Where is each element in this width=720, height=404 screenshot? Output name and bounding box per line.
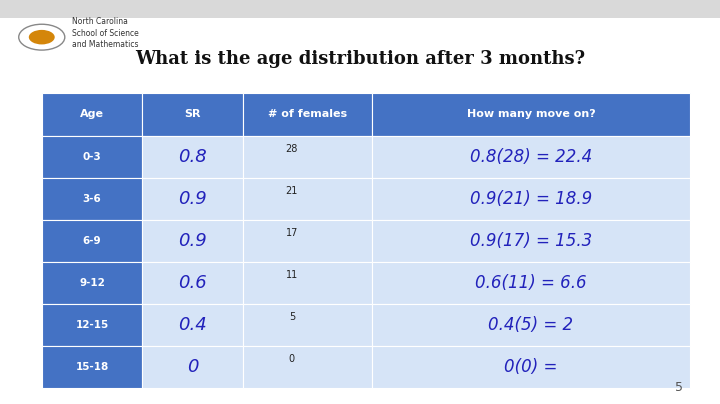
FancyBboxPatch shape — [142, 136, 243, 178]
FancyBboxPatch shape — [142, 304, 243, 346]
Text: 0.9: 0.9 — [178, 232, 207, 250]
Text: What is the age distribution after 3 months?: What is the age distribution after 3 mon… — [135, 50, 585, 67]
Text: 12-15: 12-15 — [76, 320, 109, 330]
FancyBboxPatch shape — [243, 346, 372, 388]
FancyBboxPatch shape — [142, 262, 243, 304]
Text: 5: 5 — [675, 381, 683, 394]
Text: 0.4: 0.4 — [178, 316, 207, 334]
FancyBboxPatch shape — [372, 346, 690, 388]
FancyBboxPatch shape — [372, 220, 690, 262]
FancyBboxPatch shape — [372, 178, 690, 220]
Text: 0.8(28) = 22.4: 0.8(28) = 22.4 — [470, 148, 592, 166]
Text: 15-18: 15-18 — [76, 362, 109, 372]
Text: 0.9(17) = 15.3: 0.9(17) = 15.3 — [470, 232, 592, 250]
Text: Age: Age — [80, 109, 104, 119]
FancyBboxPatch shape — [142, 178, 243, 220]
FancyBboxPatch shape — [243, 262, 372, 304]
Text: 17: 17 — [286, 228, 298, 238]
Text: 0.4(5) = 2: 0.4(5) = 2 — [488, 316, 574, 334]
FancyBboxPatch shape — [142, 346, 243, 388]
Text: 0.8: 0.8 — [178, 148, 207, 166]
FancyBboxPatch shape — [142, 93, 243, 136]
Text: 0: 0 — [289, 354, 295, 364]
FancyBboxPatch shape — [243, 136, 372, 178]
FancyBboxPatch shape — [42, 136, 142, 178]
FancyBboxPatch shape — [243, 93, 372, 136]
Text: 9-12: 9-12 — [79, 278, 105, 288]
Text: 0-3: 0-3 — [83, 152, 102, 162]
Text: 11: 11 — [286, 270, 298, 280]
Text: 3-6: 3-6 — [83, 194, 102, 204]
FancyBboxPatch shape — [372, 93, 690, 136]
FancyBboxPatch shape — [142, 220, 243, 262]
FancyBboxPatch shape — [42, 346, 142, 388]
FancyBboxPatch shape — [243, 220, 372, 262]
FancyBboxPatch shape — [42, 304, 142, 346]
FancyBboxPatch shape — [243, 304, 372, 346]
Text: 21: 21 — [286, 186, 298, 196]
FancyBboxPatch shape — [42, 262, 142, 304]
Text: 0(0) =: 0(0) = — [504, 358, 558, 376]
FancyBboxPatch shape — [243, 178, 372, 220]
FancyBboxPatch shape — [372, 262, 690, 304]
Text: 6-9: 6-9 — [83, 236, 102, 246]
Text: 5: 5 — [289, 312, 295, 322]
Text: 0.6(11) = 6.6: 0.6(11) = 6.6 — [475, 274, 587, 292]
Text: 0.9: 0.9 — [178, 190, 207, 208]
Text: How many move on?: How many move on? — [467, 109, 595, 119]
Text: 0: 0 — [186, 358, 198, 376]
FancyBboxPatch shape — [372, 304, 690, 346]
Text: SR: SR — [184, 109, 201, 119]
Text: 28: 28 — [286, 144, 298, 154]
FancyBboxPatch shape — [42, 220, 142, 262]
FancyBboxPatch shape — [42, 178, 142, 220]
Circle shape — [29, 30, 55, 44]
FancyBboxPatch shape — [42, 93, 142, 136]
Text: 0.6: 0.6 — [178, 274, 207, 292]
Text: # of females: # of females — [268, 109, 347, 119]
Text: North Carolina
School of Science
and Mathematics: North Carolina School of Science and Mat… — [72, 17, 139, 49]
FancyBboxPatch shape — [372, 136, 690, 178]
Text: 0.9(21) = 18.9: 0.9(21) = 18.9 — [470, 190, 592, 208]
FancyBboxPatch shape — [0, 0, 720, 18]
